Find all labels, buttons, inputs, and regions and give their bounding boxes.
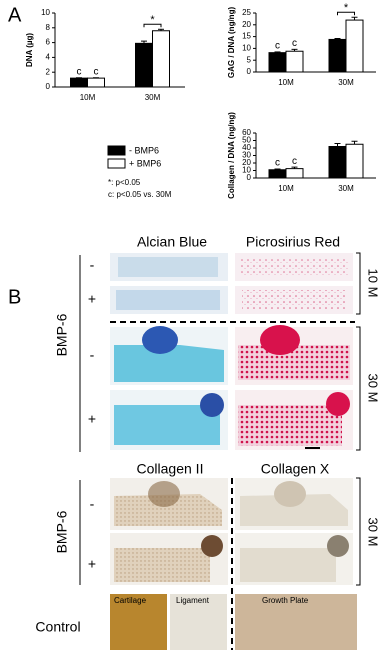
legend-swatch (107, 145, 126, 156)
column-header: Picrosirius Red (246, 234, 340, 250)
image-label: Ligament (176, 596, 210, 605)
significance-letter: c (292, 156, 297, 167)
bar (285, 50, 304, 73)
legend-label: + BMP6 (129, 158, 161, 168)
column-header: Collagen II (137, 461, 204, 477)
y-tick-label: 30 (242, 151, 251, 160)
y-tick-label: 0 (247, 67, 252, 76)
y-tick-label: 6 (46, 38, 51, 47)
note: *: p<0.05 (108, 178, 141, 187)
significance-letter: c (292, 38, 297, 49)
bar (345, 19, 364, 73)
bar (268, 169, 287, 179)
y-tick-label: 20 (242, 158, 251, 167)
image-label: Growth Plate (262, 596, 309, 605)
y-tick-label: 40 (242, 143, 251, 152)
y-tick-label: 0 (46, 82, 51, 91)
row-sign: + (88, 411, 96, 427)
image-label: Cartilage (114, 596, 147, 605)
y-tick-label: 25 (242, 8, 251, 17)
age-label: 30 M (366, 374, 381, 403)
x-tick-label: 30M (338, 78, 354, 87)
note: c: p<0.05 vs. 30M (108, 190, 172, 199)
significance-bracket (337, 11, 355, 16)
row-sign: - (90, 347, 95, 363)
legend-label: - BMP6 (129, 145, 159, 155)
significance-letter: c (77, 66, 82, 77)
legend-swatch (107, 158, 126, 169)
row-sign: + (88, 291, 96, 307)
y-tick-label: 8 (46, 23, 51, 32)
x-tick-label: 10M (278, 78, 294, 87)
y-tick-label: 4 (46, 53, 51, 62)
y-axis-label: GAG / DNA (ng/ng) (227, 7, 236, 79)
row-sign: - (90, 496, 95, 512)
x-tick-label: 10M (278, 184, 294, 193)
y-tick-label: 10 (242, 166, 251, 175)
significance-mark: * (344, 2, 349, 14)
bar (328, 38, 347, 73)
x-tick-label: 30M (145, 93, 161, 102)
y-tick-label: 10 (242, 44, 251, 53)
panel-label: A (8, 4, 22, 26)
significance-mark: * (150, 14, 155, 26)
y-tick-label: 15 (242, 32, 251, 41)
row-label: BMP-6 (54, 313, 70, 356)
bar (87, 77, 105, 88)
significance-letter: c (275, 41, 280, 52)
row-label: Control (35, 619, 80, 635)
row-sign: + (88, 556, 96, 572)
y-tick-label: 20 (242, 20, 251, 29)
y-tick-label: 2 (46, 67, 51, 76)
y-tick-label: 50 (242, 136, 251, 145)
bar (345, 143, 364, 179)
significance-letter: c (94, 66, 99, 77)
x-tick-label: 10M (80, 93, 96, 102)
bar (70, 77, 88, 88)
panel-label: B (8, 286, 21, 308)
y-tick-label: 5 (247, 55, 252, 64)
x-tick-label: 30M (338, 184, 354, 193)
column-header: Collagen X (261, 461, 330, 477)
y-tick-label: 60 (242, 128, 251, 137)
age-label: 10 M (366, 269, 381, 298)
significance-letter: c (275, 158, 280, 169)
y-tick-label: 0 (247, 173, 252, 182)
y-axis-label: Collagen / DNA (ng/ng) (227, 112, 236, 199)
bar (328, 146, 347, 179)
y-axis-label: DNA (µg) (25, 33, 34, 67)
bar (135, 42, 153, 88)
column-header: Alcian Blue (137, 234, 207, 250)
bar (152, 30, 170, 88)
age-label: 30 M (366, 518, 381, 547)
histology-images (79, 252, 361, 452)
significance-bracket (143, 23, 162, 28)
row-sign: - (90, 257, 95, 273)
row-label: BMP-6 (54, 510, 70, 553)
histology-images (79, 477, 361, 650)
bar (268, 52, 287, 73)
bar (285, 168, 304, 179)
y-tick-label: 10 (41, 8, 50, 17)
